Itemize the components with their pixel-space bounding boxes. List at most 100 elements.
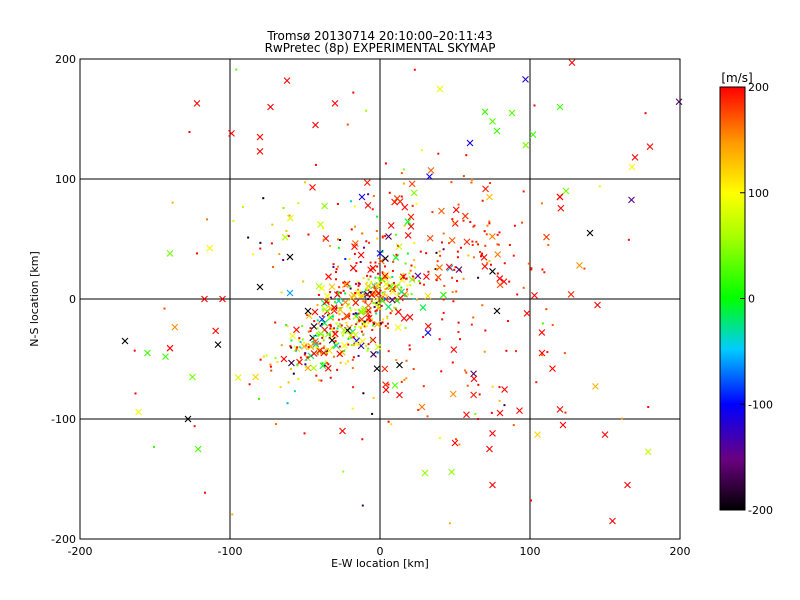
data-point-dot	[388, 191, 391, 194]
data-point-dot	[451, 291, 454, 294]
data-point-dot	[418, 279, 421, 282]
data-point-dot	[342, 332, 345, 335]
data-point-dot	[304, 352, 307, 355]
data-point-dot	[295, 348, 298, 351]
data-point-dot	[334, 271, 337, 274]
data-point-dot	[348, 315, 351, 318]
data-point-dot	[171, 201, 174, 204]
data-point-x	[493, 307, 501, 315]
data-point-dot	[377, 278, 380, 281]
data-point-dot	[420, 149, 423, 152]
data-point-dot	[464, 369, 467, 372]
data-point-dot	[361, 290, 364, 293]
data-point-x	[184, 415, 192, 423]
data-point-x	[644, 448, 652, 456]
data-point-x	[562, 187, 570, 195]
data-point-dot	[455, 438, 458, 441]
data-point-dot	[316, 327, 319, 330]
x-axis-label: E-W location [km]	[331, 557, 429, 570]
data-point-dot	[372, 321, 375, 324]
data-point-x	[351, 243, 358, 250]
data-point-dot	[389, 312, 392, 315]
data-point-dot	[366, 349, 369, 352]
data-point-dot	[396, 244, 399, 247]
data-point-dot	[374, 276, 377, 279]
data-point-dot	[292, 372, 295, 375]
data-point-x	[322, 235, 330, 242]
data-point-dot	[305, 344, 308, 347]
data-point-dot	[163, 307, 166, 310]
data-point-dot	[551, 324, 554, 327]
data-point-x	[404, 218, 412, 226]
data-point-dot	[356, 321, 359, 324]
data-point-x	[286, 289, 294, 297]
data-point-dot	[242, 205, 245, 208]
data-point-dot	[403, 224, 406, 227]
data-point-dot	[372, 301, 375, 304]
data-point-dot	[286, 402, 289, 405]
data-point-dot	[364, 299, 367, 302]
data-point-dot	[332, 346, 335, 349]
data-point-dot	[383, 297, 386, 300]
data-point-dot	[344, 257, 347, 260]
data-point-dot	[336, 265, 339, 268]
data-point-dot	[306, 356, 309, 359]
data-point-dot	[206, 218, 209, 221]
data-point-dot	[410, 264, 413, 267]
data-point-dot	[339, 291, 342, 294]
colorbar-ticks: -200 -100 0 100 200	[740, 81, 773, 517]
data-point-dot	[481, 304, 484, 307]
data-point-dot	[378, 305, 381, 308]
data-point-dot	[377, 304, 380, 307]
data-point-dot	[294, 349, 297, 352]
data-point-dot	[336, 327, 339, 330]
data-point-dot	[381, 291, 384, 294]
data-point-dot	[326, 361, 329, 364]
data-point-x	[317, 330, 325, 338]
data-point-x	[286, 253, 294, 261]
data-point-x	[326, 347, 333, 355]
data-point-x	[364, 202, 372, 209]
data-point-x	[631, 154, 639, 161]
data-point-dot	[339, 326, 342, 329]
data-point-dot	[477, 243, 480, 246]
data-point-dot	[395, 307, 398, 310]
data-point-dot	[386, 326, 389, 329]
data-point-x	[331, 330, 339, 338]
data-point-x	[549, 365, 556, 372]
data-point-dot	[397, 292, 400, 295]
data-point-dot	[364, 297, 367, 300]
data-point-x	[434, 273, 442, 281]
data-point-x	[482, 185, 489, 193]
data-point-dot	[412, 368, 415, 371]
data-point-x	[358, 193, 366, 201]
data-point-dot	[457, 203, 460, 206]
data-point-dot	[362, 392, 365, 395]
data-point-x	[304, 364, 312, 372]
data-point-x	[194, 445, 202, 453]
y-tick-label: 0	[69, 293, 76, 306]
data-point-x	[531, 292, 538, 299]
data-point-x	[470, 391, 478, 399]
data-point-x	[522, 76, 529, 83]
data-point-dot	[304, 365, 307, 368]
data-point-dot	[540, 202, 543, 205]
data-point-x	[358, 308, 366, 316]
data-point-dot	[364, 301, 367, 304]
data-point-x	[382, 386, 390, 394]
data-point-dot	[351, 358, 354, 361]
data-point-dot	[440, 241, 443, 244]
data-point-dot	[269, 363, 272, 366]
data-point-x	[489, 481, 496, 489]
data-point-x	[219, 295, 226, 303]
data-point-dot	[309, 327, 312, 330]
data-point-dot	[329, 296, 332, 299]
data-point-dot	[374, 261, 377, 264]
data-point-dot	[367, 193, 370, 196]
data-point-x	[377, 257, 385, 265]
data-point-dot	[371, 208, 374, 211]
data-point-x	[358, 292, 366, 299]
data-point-dot	[280, 291, 283, 294]
data-point-dot	[467, 254, 470, 257]
data-point-dot	[409, 284, 412, 287]
